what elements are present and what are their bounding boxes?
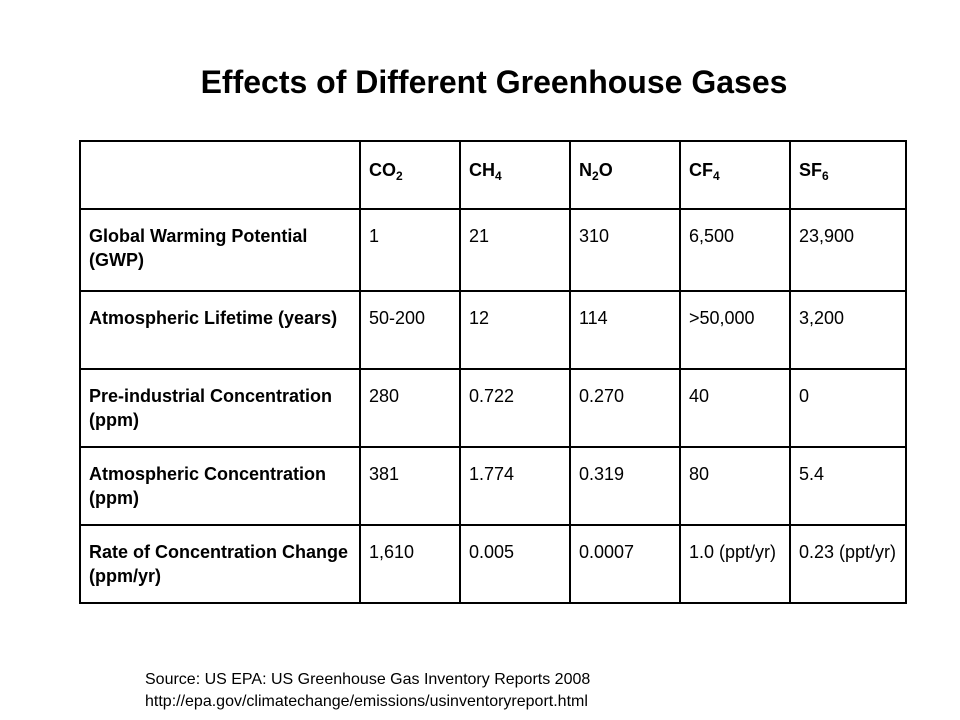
row-label: Atmospheric Concentration (ppm) <box>79 446 361 526</box>
row-label: Atmospheric Lifetime (years) <box>79 290 361 370</box>
greenhouse-gas-table: CO2 CH4 N2O CF4 SF6 Global Warming Poten… <box>79 140 907 604</box>
table-cell: 0.0007 <box>569 524 681 604</box>
table-row-preindustrial: Pre-industrial Concentration (ppm) 280 0… <box>79 368 907 448</box>
table-cell: 0.319 <box>569 446 681 526</box>
table-cell: 40 <box>679 368 791 448</box>
table-cell: 0 <box>789 368 907 448</box>
table-row-rate: Rate of Concentration Change (ppm/yr) 1,… <box>79 524 907 604</box>
table-cell: 80 <box>679 446 791 526</box>
header-n2o: N2O <box>569 140 681 210</box>
row-label: Global Warming Potential (GWP) <box>79 208 361 292</box>
table-cell: 1.0 (ppt/yr) <box>679 524 791 604</box>
table-cell: 0.23 (ppt/yr) <box>789 524 907 604</box>
table-cell: 1,610 <box>359 524 461 604</box>
table-cell: 0.722 <box>459 368 571 448</box>
table-cell: 280 <box>359 368 461 448</box>
row-label: Pre-industrial Concentration (ppm) <box>79 368 361 448</box>
header-co2: CO2 <box>359 140 461 210</box>
header-sf6: SF6 <box>789 140 907 210</box>
header-sf6-subscript: 6 <box>822 169 829 183</box>
header-ch4: CH4 <box>459 140 571 210</box>
table-cell: 310 <box>569 208 681 292</box>
source-url: http://epa.gov/climatechange/emissions/u… <box>145 693 588 710</box>
source-citation: Source: US EPA: US Greenhouse Gas Invent… <box>145 669 590 713</box>
table-cell: 23,900 <box>789 208 907 292</box>
header-n2o-name: N <box>579 160 592 180</box>
table-cell: 12 <box>459 290 571 370</box>
header-cf4-name: CF <box>689 160 713 180</box>
table-cell: 114 <box>569 290 681 370</box>
header-ch4-name: CH <box>469 160 495 180</box>
header-co2-name: CO <box>369 160 396 180</box>
table-cell: 50-200 <box>359 290 461 370</box>
slide-title: Effects of Different Greenhouse Gases <box>200 64 788 100</box>
table-row-concentration: Atmospheric Concentration (ppm) 381 1.77… <box>79 446 907 526</box>
table-row-lifetime: Atmospheric Lifetime (years) 50-200 12 1… <box>79 290 907 370</box>
source-text: Source: US EPA: US Greenhouse Gas Invent… <box>145 671 591 688</box>
header-ch4-subscript: 4 <box>495 169 502 183</box>
table-row-gwp: Global Warming Potential (GWP) 1 21 310 … <box>79 208 907 292</box>
header-co2-subscript: 2 <box>396 169 403 183</box>
header-n2o-subscript: 2 <box>592 169 599 183</box>
row-label: Rate of Concentration Change (ppm/yr) <box>79 524 361 604</box>
header-sf6-name: SF <box>799 160 823 180</box>
table-cell: 381 <box>359 446 461 526</box>
header-corner-cell <box>79 140 361 210</box>
table-header-row: CO2 CH4 N2O CF4 SF6 <box>79 140 907 210</box>
table-cell: 0.270 <box>569 368 681 448</box>
header-cf4: CF4 <box>679 140 791 210</box>
table-cell: 5.4 <box>789 446 907 526</box>
header-n2o-suffix: O <box>598 160 613 180</box>
header-cf4-subscript: 4 <box>713 169 720 183</box>
table-cell: 0.005 <box>459 524 571 604</box>
table-cell: 3,200 <box>789 290 907 370</box>
table-cell: >50,000 <box>679 290 791 370</box>
table-cell: 1.774 <box>459 446 571 526</box>
table-cell: 1 <box>359 208 461 292</box>
table-cell: 21 <box>459 208 571 292</box>
table-cell: 6,500 <box>679 208 791 292</box>
